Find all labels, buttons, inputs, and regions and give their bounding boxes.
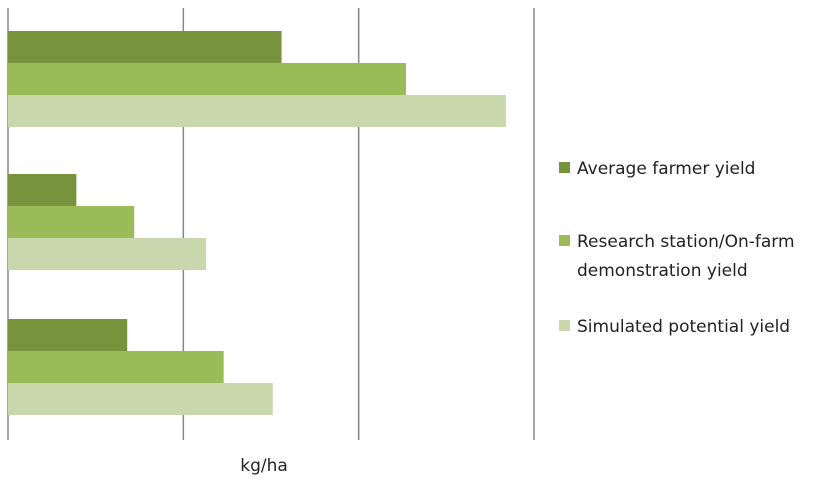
legend-swatch-2 (559, 235, 570, 246)
bar-group1-series2 (8, 63, 407, 95)
bar-group1-series1 (8, 31, 282, 63)
legend-label-3: Simulated potential yield (577, 317, 790, 337)
bar-group3-series2 (8, 351, 224, 383)
bars (8, 31, 506, 415)
bar-group3-series1 (8, 319, 128, 351)
legend-swatch-3 (559, 320, 570, 331)
x-axis-title: kg/ha (240, 456, 288, 476)
legend-label-2-line-2: demonstration yield (577, 261, 748, 281)
legend-label-1: Average farmer yield (577, 159, 755, 179)
bar-group1-series3 (8, 95, 506, 127)
bar-group2-series2 (8, 206, 135, 238)
legend-label-2-line-1: Research station/On-farm (577, 232, 795, 252)
bar-group2-series1 (8, 174, 77, 206)
bar-group2-series3 (8, 238, 207, 270)
bar-group3-series3 (8, 383, 273, 415)
legend: Average farmer yield Research station/On-… (559, 159, 795, 337)
legend-swatch-1 (559, 162, 570, 173)
